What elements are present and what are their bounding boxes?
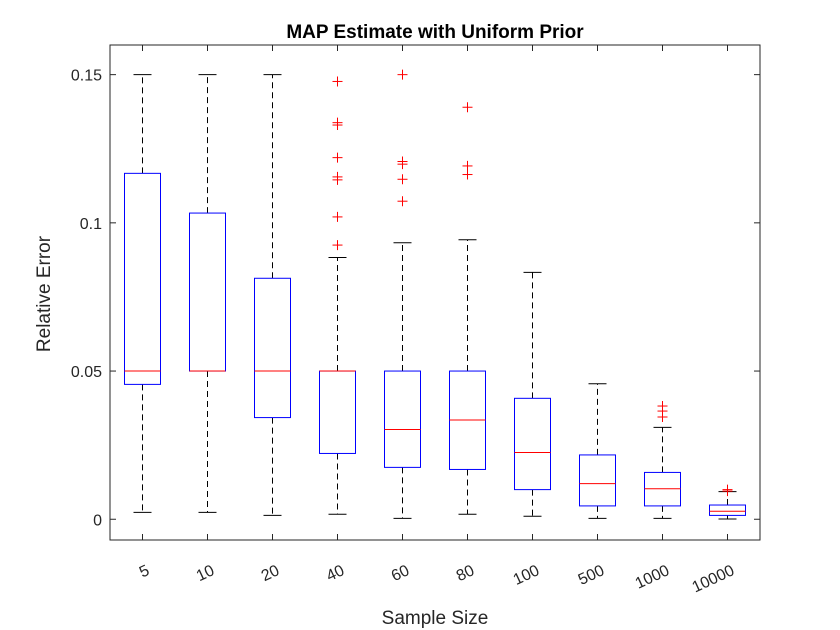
x-tick-label: 1000 xyxy=(633,562,673,592)
box-group-40 xyxy=(319,76,356,515)
chart-title: MAP Estimate with Uniform Prior xyxy=(286,22,584,43)
box xyxy=(384,370,421,468)
outlier-marker xyxy=(332,211,343,222)
y-tick-label: 0.15 xyxy=(71,68,102,85)
plot-area: 0 0.05 0.1 0.15 5 10 20 40 60 80 100 500 1000 10000 xyxy=(71,44,761,596)
outlier-marker xyxy=(397,196,408,207)
box xyxy=(319,370,356,454)
box-group-1000 xyxy=(644,401,681,519)
box xyxy=(254,277,291,419)
outlier-marker xyxy=(462,102,473,113)
x-tick-label: 10 xyxy=(194,562,217,585)
x-tick-label: 80 xyxy=(454,562,477,585)
outlier-marker xyxy=(397,156,408,167)
box xyxy=(514,397,551,491)
outlier-marker xyxy=(722,484,733,495)
box xyxy=(189,212,226,372)
outlier-marker xyxy=(397,69,408,80)
x-tick-label: 10000 xyxy=(690,562,738,596)
outlier-marker xyxy=(462,160,473,171)
axes-frame xyxy=(109,44,761,541)
box xyxy=(124,172,161,385)
outlier-marker xyxy=(332,240,343,251)
x-tick-label: 40 xyxy=(324,562,347,585)
y-tick-label: 0.05 xyxy=(71,364,102,381)
outlier-marker xyxy=(332,76,343,87)
outlier-marker xyxy=(462,169,473,180)
box xyxy=(709,504,746,516)
box-group-10 xyxy=(189,74,226,513)
x-tick-label: 100 xyxy=(511,562,542,589)
outlier-marker xyxy=(332,171,343,182)
box-group-5 xyxy=(124,74,161,513)
outlier-marker xyxy=(657,401,668,412)
outlier-marker xyxy=(332,152,343,163)
x-axis-label: Sample Size xyxy=(382,608,489,629)
box xyxy=(579,454,616,507)
box-group-100 xyxy=(514,271,551,517)
box-group-10000 xyxy=(709,484,746,520)
box-group-500 xyxy=(579,383,616,519)
x-tick-label: 60 xyxy=(389,562,412,585)
x-tick-label: 20 xyxy=(259,562,282,585)
x-tick-label: 5 xyxy=(137,562,152,581)
y-tick-label: 0.1 xyxy=(80,216,102,233)
x-tick-label: 500 xyxy=(576,562,607,589)
y-axis-label: Relative Error xyxy=(34,235,55,352)
box-group-80 xyxy=(449,102,486,515)
y-tick-label: 0 xyxy=(93,512,102,529)
box-group-20 xyxy=(254,74,291,516)
box-group-60 xyxy=(384,69,421,519)
outlier-marker xyxy=(332,117,343,128)
outlier-marker xyxy=(397,174,408,185)
